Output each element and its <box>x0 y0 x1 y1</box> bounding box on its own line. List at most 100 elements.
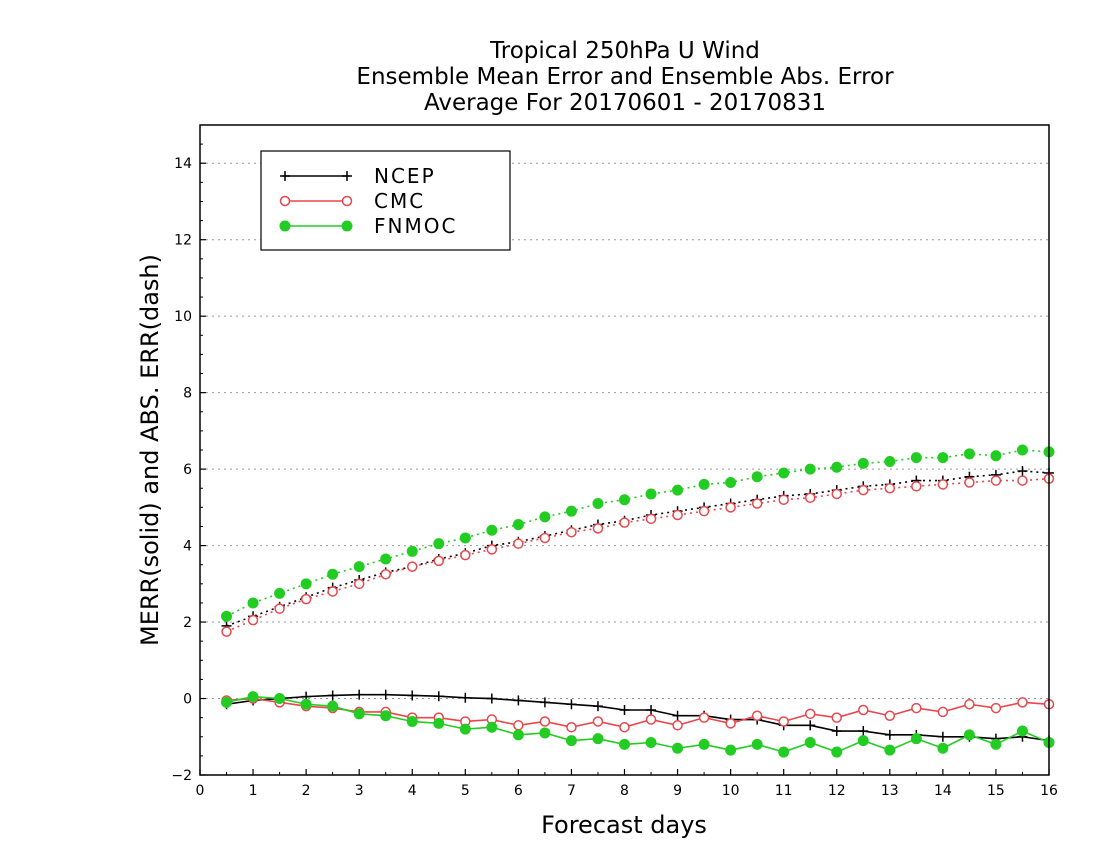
ytick-label-4: 4 <box>183 539 192 555</box>
point-fnmoc-abs-err <box>406 545 418 557</box>
point-fnmoc-merr <box>459 723 471 735</box>
point-ncep-merr <box>646 705 657 715</box>
point-ncep-merr <box>937 731 948 742</box>
point-fnmoc-merr <box>221 696 233 708</box>
legend-marker-left-ncep <box>280 171 290 181</box>
xtick-label-1: 1 <box>249 783 258 799</box>
point-fnmoc-merr <box>300 698 312 710</box>
point-cmc-abs-err <box>274 603 285 614</box>
point-fnmoc-merr <box>539 727 551 739</box>
point-fnmoc-abs-err <box>327 568 339 580</box>
point-fnmoc-merr <box>857 735 869 747</box>
point-fnmoc-abs-err <box>353 561 365 573</box>
point-cmc-abs-err <box>964 477 975 488</box>
point-fnmoc-merr <box>725 744 737 756</box>
point-fnmoc-abs-err <box>910 452 922 464</box>
point-cmc-abs-err <box>1017 475 1028 486</box>
point-ncep-merr <box>619 705 630 715</box>
point-cmc-merr <box>964 699 975 710</box>
series-fnmoc-merr-line <box>226 695 1050 753</box>
point-cmc-abs-err <box>513 538 524 549</box>
point-fnmoc-merr <box>778 746 790 758</box>
point-cmc-abs-err <box>858 484 869 496</box>
point-fnmoc-abs-err <box>1016 444 1028 456</box>
x-axis-ticks: 0 1 2 3 4 5 6 7 8 9 10 11 12 13 14 15 16 <box>196 769 1058 799</box>
point-ncep-merr <box>831 726 842 737</box>
point-cmc-abs-err <box>619 517 630 528</box>
y-axis-label: MERR(solid) and ABS. ERR(dash) <box>136 254 164 646</box>
point-cmc-merr <box>990 702 1002 714</box>
legend-marker-right-cmc <box>341 195 353 207</box>
point-cmc-abs-err <box>433 555 445 567</box>
title-line-2: Ensemble Mean Error and Ensemble Abs. Er… <box>356 64 894 90</box>
point-ncep-merr <box>858 726 869 737</box>
point-fnmoc-merr <box>433 717 445 729</box>
point-cmc-merr <box>566 721 577 733</box>
ytick-label-14: 14 <box>174 156 192 172</box>
point-fnmoc-abs-err <box>380 553 392 565</box>
point-fnmoc-merr <box>619 738 630 750</box>
point-cmc-abs-err <box>300 593 312 605</box>
point-fnmoc-abs-err <box>778 467 790 479</box>
point-cmc-abs-err <box>831 488 842 500</box>
point-fnmoc-abs-err <box>804 463 816 475</box>
point-fnmoc-abs-err <box>221 610 233 622</box>
point-fnmoc-merr <box>565 735 577 747</box>
point-fnmoc-abs-err <box>963 448 975 460</box>
point-fnmoc-merr <box>274 693 286 705</box>
series-ncep-abs-err-line <box>226 470 1050 627</box>
point-ncep-merr <box>354 689 365 700</box>
point-ncep-merr <box>327 690 338 701</box>
point-cmc-abs-err <box>725 502 736 513</box>
point-fnmoc-merr <box>963 729 975 741</box>
point-fnmoc-abs-err <box>831 461 843 473</box>
legend-item-ncep: NCEP <box>280 164 434 188</box>
xtick-label-15: 15 <box>987 783 1005 799</box>
point-ncep-merr <box>539 697 550 708</box>
point-cmc-merr <box>884 710 896 721</box>
point-fnmoc-abs-err <box>619 494 630 506</box>
point-cmc-abs-err <box>353 578 365 590</box>
xtick-label-0: 0 <box>196 783 205 799</box>
point-fnmoc-merr <box>380 710 392 722</box>
point-fnmoc-abs-err <box>300 578 312 590</box>
legend-marker-right-ncep <box>342 171 352 181</box>
point-fnmoc-merr <box>884 744 896 756</box>
point-fnmoc-abs-err <box>486 524 498 536</box>
point-cmc-abs-err <box>672 509 683 521</box>
xtick-label-11: 11 <box>775 783 793 799</box>
point-cmc-merr <box>539 716 551 727</box>
point-fnmoc-merr <box>247 691 259 703</box>
point-cmc-merr <box>725 718 736 729</box>
point-cmc-abs-err <box>407 561 418 572</box>
ytick-label-2: 2 <box>183 615 192 631</box>
point-cmc-merr <box>645 714 657 725</box>
xtick-label-2: 2 <box>302 783 311 799</box>
legend-marker-right-fnmoc <box>341 220 353 232</box>
series-layer <box>221 444 1055 758</box>
ytick-label-10: 10 <box>174 309 192 325</box>
point-ncep-merr <box>513 695 524 706</box>
point-fnmoc-abs-err <box>857 457 869 469</box>
legend-label-fnmoc: FNMOC <box>374 214 457 238</box>
point-fnmoc-merr <box>751 738 763 750</box>
point-cmc-abs-err <box>884 482 896 494</box>
xtick-label-6: 6 <box>514 783 523 799</box>
point-ncep-merr <box>407 690 418 701</box>
xtick-label-7: 7 <box>567 783 576 799</box>
xtick-label-13: 13 <box>881 783 899 799</box>
point-fnmoc-abs-err <box>672 484 684 496</box>
point-fnmoc-abs-err <box>539 511 551 523</box>
point-fnmoc-merr <box>353 708 365 720</box>
point-fnmoc-abs-err <box>725 477 737 488</box>
y-axis-ticks: −2 0 2 4 6 8 10 12 14 <box>171 124 206 784</box>
point-cmc-abs-err <box>751 498 763 509</box>
ytick-label-6: 6 <box>183 462 192 478</box>
point-fnmoc-abs-err <box>247 597 259 609</box>
ytick-label-12: 12 <box>174 233 192 249</box>
xtick-label-10: 10 <box>722 783 740 799</box>
x-axis-label: Forecast days <box>541 811 707 839</box>
point-fnmoc-merr <box>672 742 684 754</box>
point-cmc-abs-err <box>486 544 498 555</box>
